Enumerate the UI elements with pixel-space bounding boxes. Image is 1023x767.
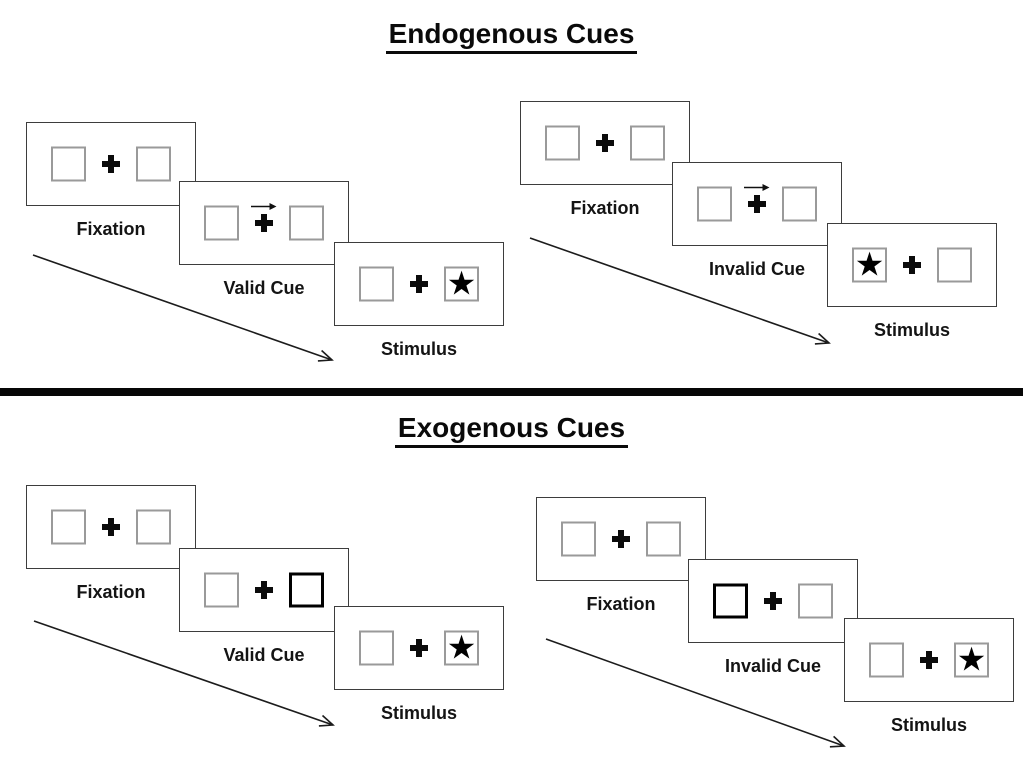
fixation-cross-icon [102, 155, 120, 173]
card-label: Invalid Cue [724, 656, 822, 676]
fixation-cross-icon [612, 530, 630, 548]
card-label: Fixation [586, 594, 656, 614]
screen-fixation [26, 122, 196, 206]
card-stimulus: ★ Stimulus [844, 618, 1014, 736]
card-invalid-cue: Invalid Cue [672, 162, 842, 280]
left-placeholder-box [561, 521, 596, 557]
fixation-cross-icon [410, 275, 428, 293]
card-fixation: Fixation [26, 122, 196, 240]
card-fixation: Fixation [26, 485, 196, 603]
card-fixation: Fixation [536, 497, 706, 615]
screen-stimulus: ★ [334, 606, 504, 690]
fixation-cross-icon [903, 256, 921, 274]
screen-invalid-cue [688, 559, 858, 643]
screen-valid-cue [179, 548, 349, 632]
target-star-icon: ★ [446, 263, 477, 303]
target-star-icon: ★ [956, 639, 987, 679]
left-placeholder-box [697, 186, 732, 222]
screen-fixation [536, 497, 706, 581]
card-label: Invalid Cue [708, 259, 806, 279]
left-placeholder-box [204, 205, 239, 241]
card-stimulus: ★ Stimulus [827, 223, 997, 341]
cue-arrow-icon [744, 184, 770, 191]
card-label: Stimulus [380, 339, 457, 359]
fixation-cross-icon [596, 134, 614, 152]
screen-stimulus: ★ [844, 618, 1014, 702]
fixation-cross-icon [102, 518, 120, 536]
left-placeholder-box [51, 509, 86, 545]
card-label: Fixation [76, 219, 146, 239]
left-placeholder-box [545, 125, 580, 161]
screen-stimulus: ★ [334, 242, 504, 326]
left-placeholder-box [204, 572, 239, 608]
card-label: Stimulus [873, 320, 950, 340]
card-label: Fixation [76, 582, 146, 602]
right-target-box: ★ [954, 639, 989, 679]
screen-stimulus: ★ [827, 223, 997, 307]
card-fixation: Fixation [520, 101, 690, 219]
card-invalid-cue: Invalid Cue [688, 559, 858, 677]
right-placeholder-box [937, 247, 972, 283]
right-placeholder-box [630, 125, 665, 161]
screen-valid-cue [179, 181, 349, 265]
card-valid-cue: Valid Cue [179, 181, 349, 299]
fixation-cross-icon [410, 639, 428, 657]
fixation-cross-icon [255, 214, 273, 232]
cue-arrow-icon [251, 203, 277, 210]
card-stimulus: ★ Stimulus [334, 606, 504, 724]
sequence-arrow [33, 620, 335, 727]
card-label: Fixation [570, 198, 640, 218]
sequence-arrow [545, 638, 846, 748]
card-stimulus: ★ Stimulus [334, 242, 504, 360]
target-star-icon: ★ [854, 244, 885, 284]
right-placeholder-box [646, 521, 681, 557]
right-placeholder-box [798, 583, 833, 619]
right-placeholder-box [289, 205, 324, 241]
section-title-endogenous: Endogenous Cues [0, 18, 1023, 54]
left-placeholder-box [359, 630, 394, 666]
screen-invalid-cue [672, 162, 842, 246]
left-placeholder-box [869, 642, 904, 678]
right-placeholder-box [782, 186, 817, 222]
right-target-box: ★ [444, 263, 479, 303]
left-placeholder-box [51, 146, 86, 182]
card-label: Valid Cue [223, 645, 305, 665]
left-target-box: ★ [852, 244, 887, 284]
fixation-cross-icon [920, 651, 938, 669]
sequence-arrow [529, 237, 831, 345]
section-divider [0, 388, 1023, 396]
section-title-exogenous: Exogenous Cues [0, 412, 1023, 448]
sequence-arrow [32, 254, 334, 362]
screen-fixation [26, 485, 196, 569]
right-target-box: ★ [444, 627, 479, 667]
right-placeholder-box [136, 509, 171, 545]
card-valid-cue: Valid Cue [179, 548, 349, 666]
target-star-icon: ★ [446, 627, 477, 667]
left-placeholder-box [359, 266, 394, 302]
fixation-cross-icon [764, 592, 782, 610]
fixation-cross-icon [748, 195, 766, 213]
card-label: Stimulus [380, 703, 457, 723]
card-label: Stimulus [890, 715, 967, 735]
left-highlighted-cue-box [713, 583, 748, 619]
right-placeholder-box [136, 146, 171, 182]
fixation-cross-icon [255, 581, 273, 599]
right-highlighted-cue-box [289, 572, 324, 608]
screen-fixation [520, 101, 690, 185]
card-label: Valid Cue [223, 278, 305, 298]
